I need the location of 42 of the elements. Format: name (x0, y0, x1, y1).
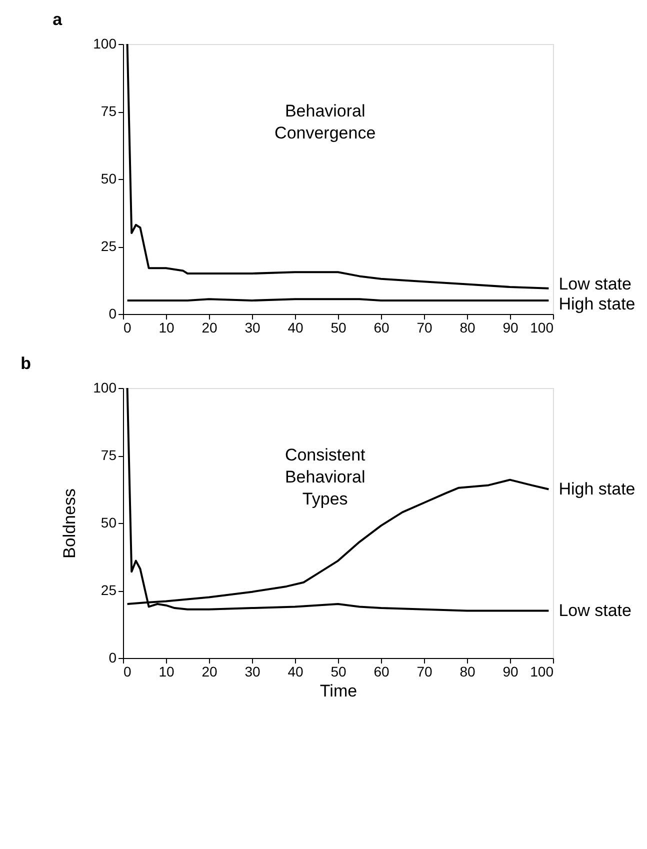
x-tick-label: 80 (460, 320, 476, 336)
x-tick-label: 0 (124, 664, 132, 680)
x-tick-label: 50 (330, 664, 346, 680)
x-tick-label: 0 (124, 320, 132, 336)
x-tick-label: 10 (158, 320, 174, 336)
y-tick-label: 100 (93, 36, 117, 52)
x-tick-label: 20 (202, 320, 218, 336)
x-tick-label: 60 (374, 320, 390, 336)
y-tick-label: 0 (108, 650, 117, 666)
annotation: Behavioral Convergence (274, 101, 376, 142)
x-tick-label: 50 (330, 320, 346, 336)
x-axis-title: Time (320, 682, 358, 700)
x-tick-label: 100 (530, 664, 554, 680)
y-tick-label: 75 (100, 103, 117, 119)
y-tick-label: 75 (100, 447, 117, 463)
chart-title: a (52, 10, 63, 29)
y-axis-title: Boldness (60, 488, 80, 558)
y-tick-label: 50 (100, 170, 117, 186)
x-tick-label: 40 (288, 664, 304, 680)
y-tick-label: 100 (93, 380, 117, 396)
y-tick-label: 25 (100, 238, 117, 254)
x-tick-label: 40 (288, 320, 304, 336)
x-tick-label: 30 (244, 320, 260, 336)
x-tick-label: 70 (416, 664, 432, 680)
y-tick-label: 25 (100, 582, 117, 598)
series-label: High state (558, 479, 636, 498)
series-label: Low state (558, 274, 632, 294)
x-tick-label: 100 (530, 320, 554, 336)
x-tick-label: 80 (460, 664, 476, 680)
x-tick-label: 30 (244, 664, 260, 680)
x-tick-label: 90 (502, 664, 518, 680)
x-tick-label: 60 (374, 664, 390, 680)
x-tick-label: 90 (502, 320, 518, 336)
x-tick-label: 10 (158, 664, 174, 680)
y-tick-label: 0 (108, 306, 117, 322)
series-label: High state (558, 294, 636, 314)
y-tick-label: 50 (100, 514, 117, 530)
x-tick-label: 20 (202, 664, 218, 680)
annotation: Consistent Behavioral Types (284, 445, 366, 508)
series-label: Low state (558, 600, 632, 620)
x-tick-label: 70 (416, 320, 432, 336)
chart-title: b (20, 354, 32, 373)
